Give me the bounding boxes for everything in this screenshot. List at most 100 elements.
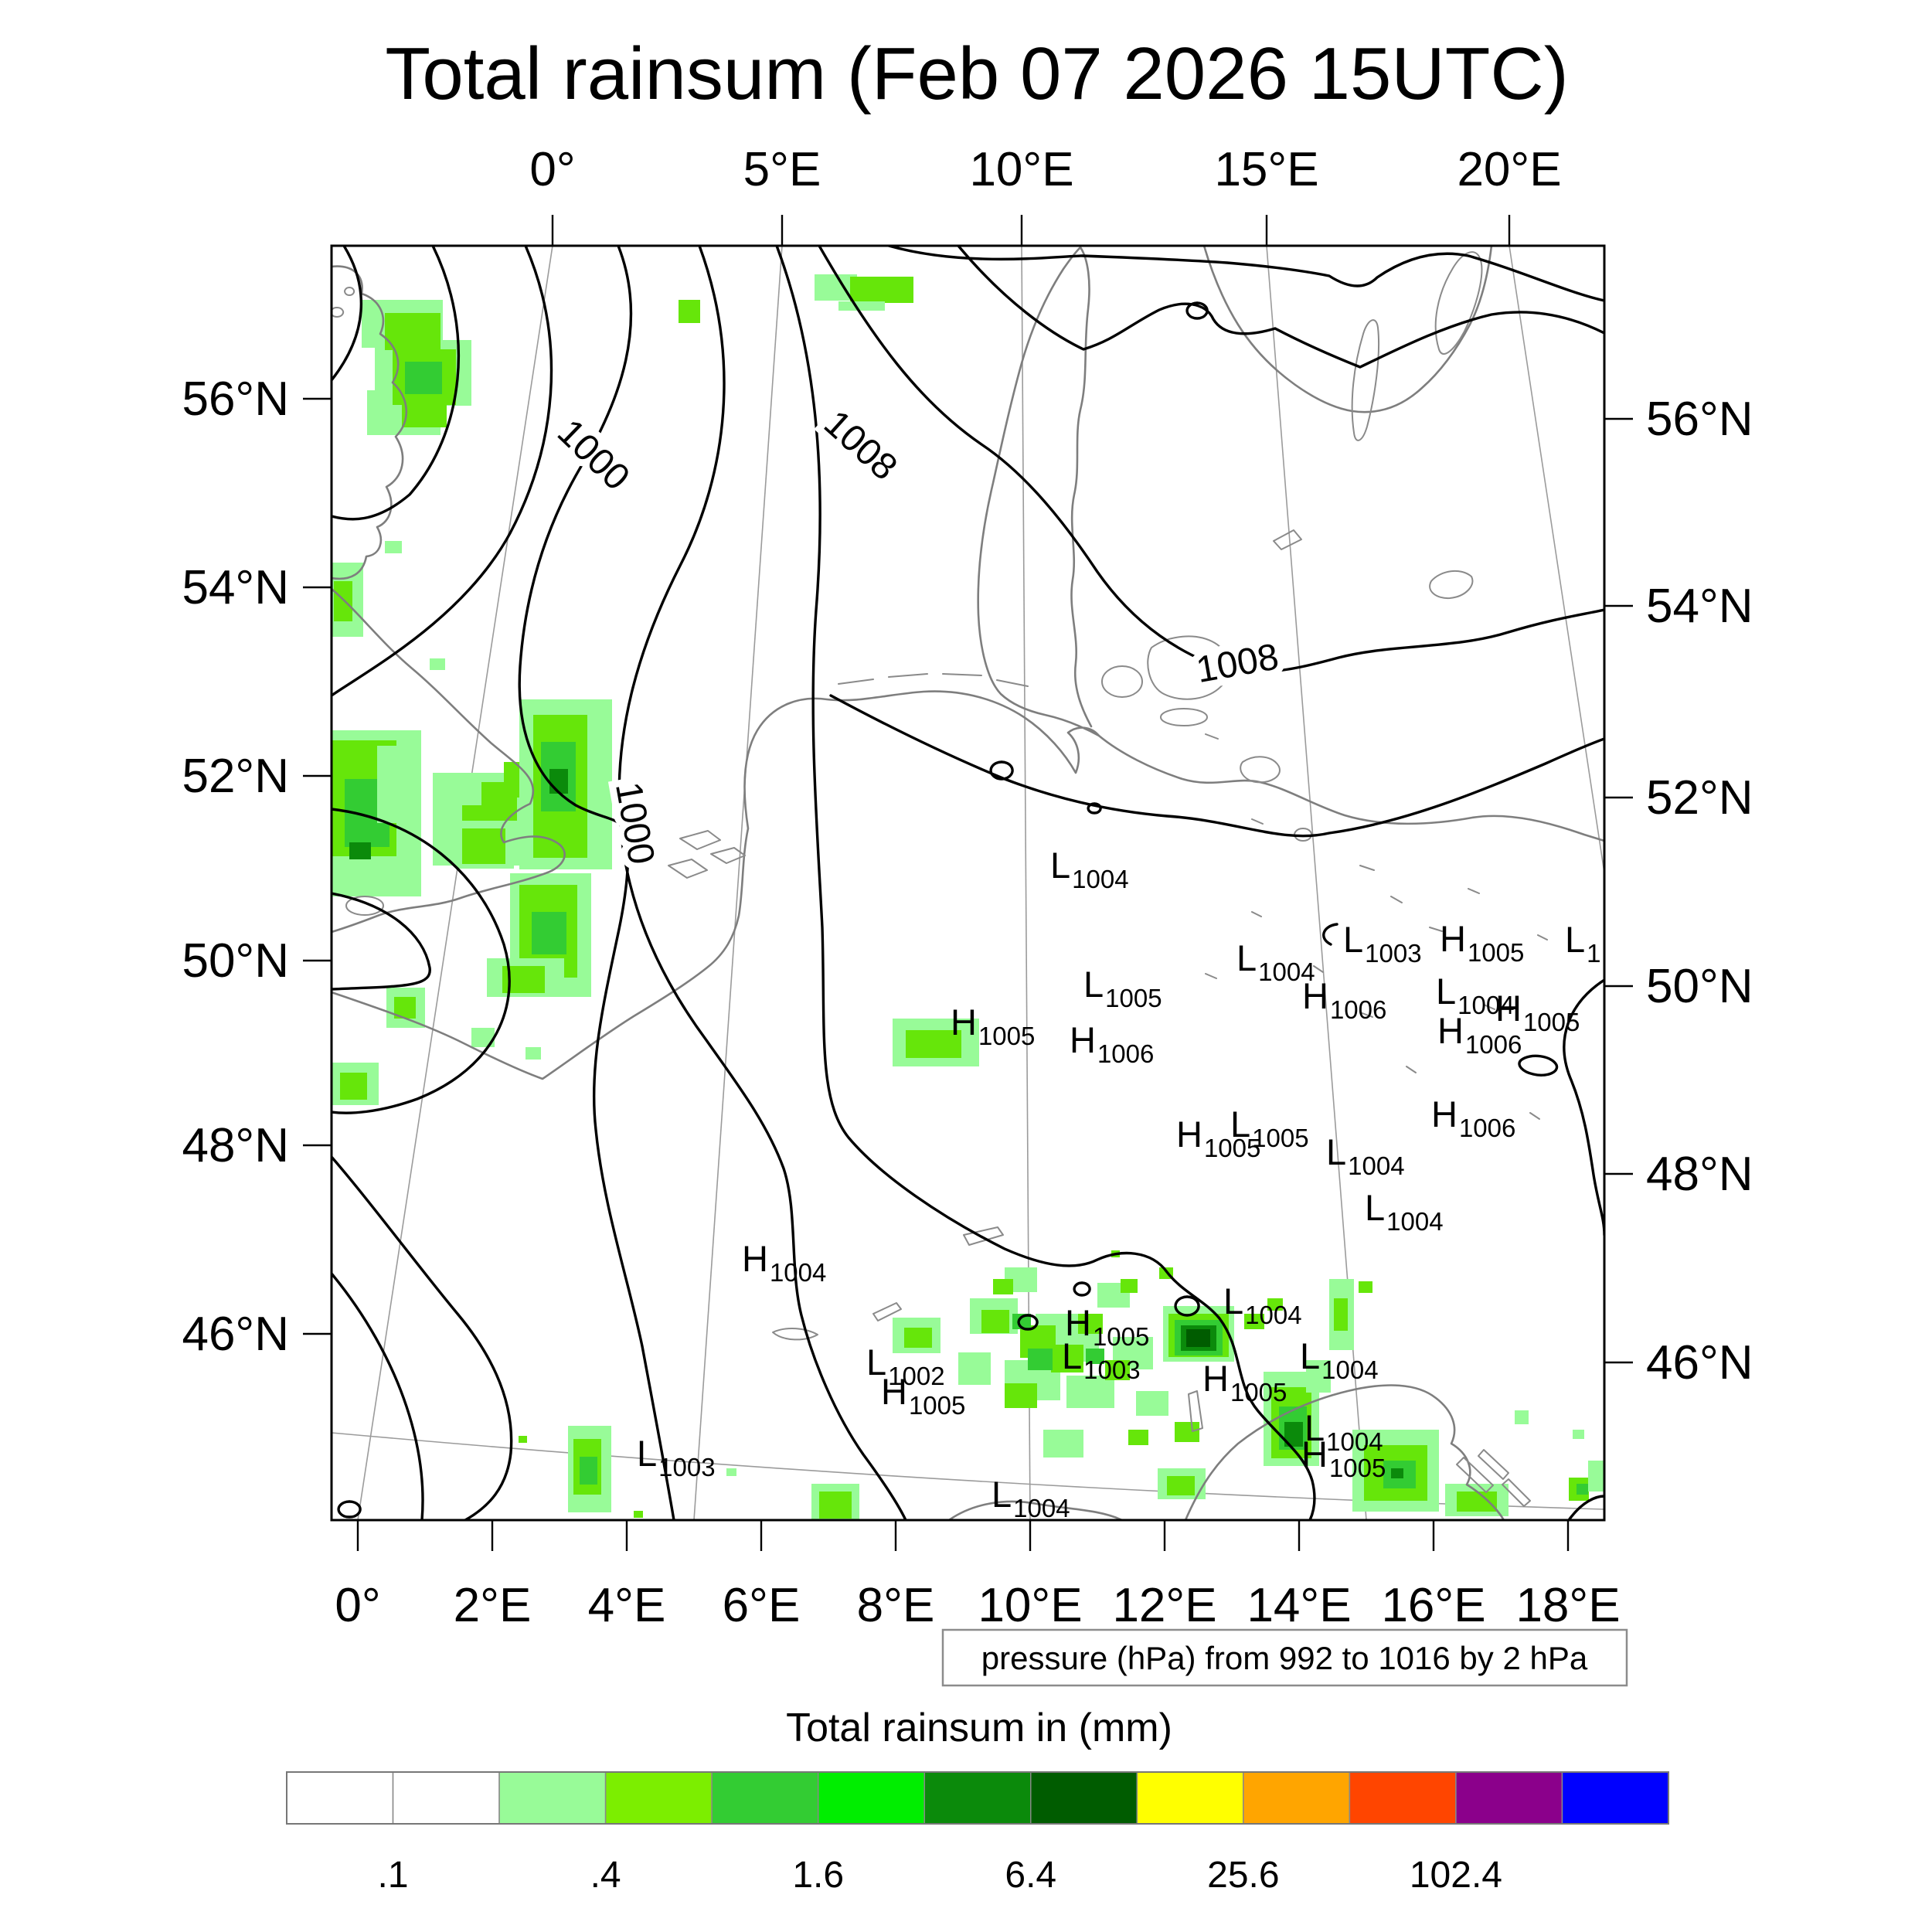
low-pressure-marker: L1005	[1083, 964, 1162, 1012]
legend-tick-label: 6.4	[1005, 1855, 1056, 1896]
rain-cell	[981, 1310, 1009, 1333]
high-pressure-marker: H1005	[881, 1371, 965, 1420]
legend-color-cell	[711, 1771, 819, 1825]
contour-value-label: 1000	[607, 779, 662, 867]
bottom-axis-label: 4°E	[588, 1579, 666, 1632]
low-pressure-marker: L1004	[1436, 971, 1515, 1019]
right-axis-label: 48°N	[1646, 1148, 1753, 1201]
rain-cell	[1043, 1430, 1083, 1458]
legend-color-cell	[817, 1771, 925, 1825]
rain-cell	[377, 746, 420, 823]
rain-cell	[1167, 1476, 1195, 1495]
high-pressure-marker: H1005	[1065, 1302, 1149, 1351]
low-pressure-marker: L1003	[1343, 919, 1422, 968]
rain-cell	[1051, 1345, 1083, 1372]
rain-cell	[349, 842, 371, 859]
legend-tick-label: 1.6	[792, 1855, 844, 1896]
legend-color-cell	[1136, 1771, 1244, 1825]
rain-cell	[1128, 1430, 1148, 1445]
axes: 0° 5°E 10°E 15°E 20°E 0° 2°E 4°E 6°E 8°E 10°E 12°E 1…	[182, 143, 1753, 1632]
rain-cell	[526, 1047, 541, 1060]
chart-title: Total rainsum (Feb 07 2026 15UTC)	[385, 32, 1568, 115]
coastlines	[332, 246, 1604, 1520]
contour-value-label: 1008	[1193, 636, 1281, 691]
legend-color-cell	[1030, 1771, 1138, 1825]
left-axis-label: 54°N	[182, 561, 289, 614]
contour-value-label: 1000	[549, 412, 638, 498]
rain-cell	[1334, 1298, 1348, 1331]
legend-tick-label: .1	[378, 1855, 409, 1896]
low-pressure-marker: L1003	[1062, 1335, 1141, 1384]
low-pressure-marker: L1004	[1326, 1131, 1405, 1180]
rain-cell	[958, 1352, 991, 1385]
rain-cell	[430, 658, 445, 670]
legend-color-cell	[498, 1771, 607, 1825]
low-pressure-marker: L1004	[1236, 937, 1315, 986]
bottom-axis-label: 14°E	[1247, 1579, 1351, 1632]
legend-color-cell	[1349, 1771, 1457, 1825]
legend-color-cell	[923, 1771, 1032, 1825]
left-axis-label: 48°N	[182, 1119, 289, 1172]
bottom-axis-label: 8°E	[857, 1579, 935, 1632]
rain-cell	[340, 1073, 367, 1100]
bottom-axis-label: 10°E	[978, 1579, 1082, 1632]
rain-cell	[906, 1030, 961, 1058]
left-axis-label: 52°N	[182, 750, 289, 803]
rain-cell	[385, 541, 402, 553]
pressure-caption-text: pressure (hPa) from 992 to 1016 by 2 hPa	[981, 1640, 1588, 1676]
rain-cell	[838, 301, 885, 311]
rain-cell	[1121, 1279, 1138, 1293]
rain-cell	[819, 1492, 852, 1519]
top-axis-label: 15°E	[1214, 143, 1318, 196]
low-pressure-marker: L1004	[1300, 1335, 1379, 1384]
rain-cell	[462, 828, 505, 864]
rain-cell	[679, 300, 700, 323]
low-pressure-marker: L1004	[1365, 1187, 1444, 1236]
high-pressure-marker: H1006	[1070, 1019, 1154, 1068]
rain-cell	[1005, 1383, 1037, 1408]
top-axis-label: 20°E	[1457, 143, 1561, 196]
high-pressure-marker: H1006	[1431, 1094, 1515, 1142]
pressure-caption-box: pressure (hPa) from 992 to 1016 by 2 hPa	[941, 1628, 1628, 1687]
rain-cell	[402, 398, 447, 427]
left-axis-label: 46°N	[182, 1308, 289, 1361]
legend-color-cell	[1561, 1771, 1669, 1825]
rain-cell	[850, 277, 913, 303]
high-pressure-marker: H1005	[1176, 1114, 1260, 1162]
bottom-axis-label: 12°E	[1112, 1579, 1216, 1632]
legend-color-cell	[604, 1771, 713, 1825]
bottom-axis-label: 0°	[335, 1579, 380, 1632]
rain-cell	[993, 1279, 1013, 1294]
legend-tick-label: 102.4	[1410, 1855, 1502, 1896]
rain-cell	[385, 313, 440, 350]
rain-cell	[1028, 1349, 1053, 1370]
low-pressure-marker: L1	[1565, 919, 1601, 968]
legend-tick-label: 25.6	[1207, 1855, 1279, 1896]
bottom-axis-label: 2°E	[454, 1579, 532, 1632]
rain-cell	[1457, 1492, 1497, 1512]
rain-cell	[634, 1511, 643, 1518]
legend-color-cell	[1455, 1771, 1563, 1825]
bottom-axis-label: 18°E	[1515, 1579, 1620, 1632]
legend-outline	[286, 1771, 1669, 1825]
rain-cell	[1306, 1360, 1331, 1393]
high-pressure-marker: H1004	[742, 1238, 826, 1287]
low-pressure-marker: L1002	[866, 1342, 945, 1390]
rain-cell	[1515, 1410, 1529, 1424]
low-pressure-marker: L1004	[1304, 1407, 1383, 1456]
legend-colorbar: .1 .4 1.6 6.4 25.6 102.4	[286, 1771, 1669, 1896]
rain-cell	[1588, 1461, 1604, 1492]
low-pressure-marker: L1004	[992, 1474, 1070, 1522]
rain-cell	[580, 1457, 597, 1485]
high-pressure-marker: H1005	[951, 1002, 1035, 1050]
low-pressure-marker: L1004	[1223, 1281, 1302, 1329]
contour-value-label: 1008	[816, 403, 905, 488]
right-axis-label: 52°N	[1646, 771, 1753, 825]
low-pressure-marker: L1004	[1050, 845, 1129, 893]
rain-cell	[405, 362, 442, 394]
top-axis-label: 10°E	[969, 143, 1073, 196]
high-pressure-marker: H1006	[1437, 1010, 1522, 1059]
